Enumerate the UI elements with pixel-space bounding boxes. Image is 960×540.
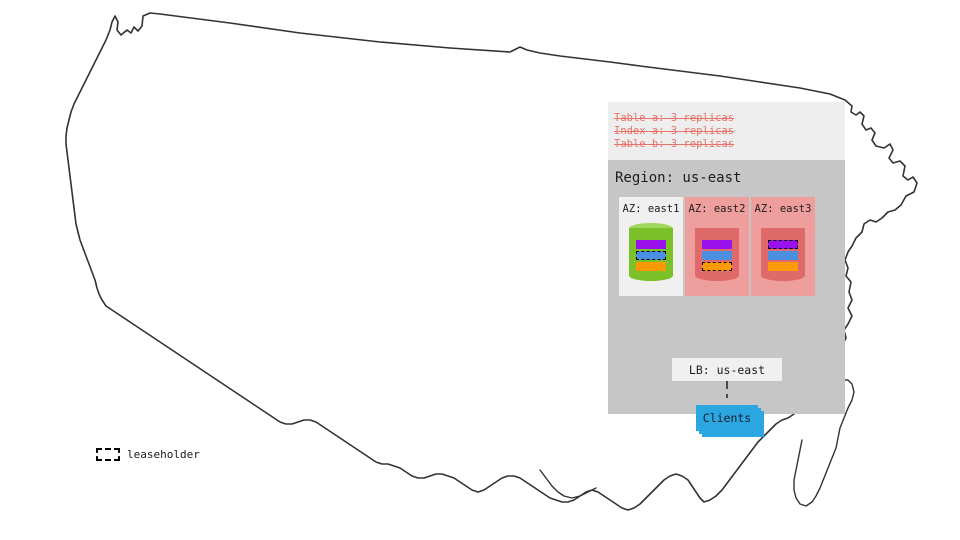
az-label: AZ: east1 (622, 203, 680, 215)
legend: leaseholder (96, 448, 200, 461)
connector-segment (726, 394, 728, 398)
database-node-icon[interactable] (629, 223, 673, 281)
replication-notes-list: Table a: 3 replicas Index a: 3 replicas … (614, 112, 734, 151)
replica-table-a (702, 239, 732, 249)
az-label: AZ: east2 (688, 203, 746, 215)
az-box-east2[interactable]: AZ: east2 (685, 197, 749, 296)
replica-index-a (768, 250, 798, 260)
note-line: Index a: 3 replicas (614, 125, 735, 137)
clients-card-front[interactable]: Clients (696, 405, 758, 431)
database-node-icon[interactable] (695, 223, 739, 281)
us-florida-detail-path (539, 469, 597, 499)
database-node-icon[interactable] (761, 223, 805, 281)
az-box-east3[interactable]: AZ: east3 (751, 197, 815, 296)
replica-table-b (768, 261, 798, 271)
replica-list (761, 234, 805, 276)
clients-stack[interactable]: Clients (696, 405, 764, 437)
clients-label: Clients (702, 411, 752, 425)
lb-clients-connector (726, 381, 728, 405)
dashed-rect-icon (96, 448, 120, 461)
load-balancer-label: LB: us-east (688, 362, 766, 377)
replication-notes-strip: Table a: 3 replicas Index a: 3 replicas … (608, 102, 845, 160)
availability-zone-row: AZ: east1 AZ: east2 (619, 197, 815, 296)
region-block: Region: us-east AZ: east1 AZ: (608, 160, 845, 437)
note-line: Table b: 3 replicas (614, 138, 735, 150)
replica-table-b (636, 261, 666, 271)
az-label: AZ: east3 (754, 203, 812, 215)
replica-list (695, 234, 739, 276)
replica-index-a (702, 250, 732, 260)
region-overlay-panel: Table a: 3 replicas Index a: 3 replicas … (608, 102, 845, 437)
replica-table-a-leaseholder (768, 239, 798, 249)
region-title: Region: us-east (615, 170, 742, 186)
note-line: Table a: 3 replicas (614, 112, 735, 124)
legend-label: leaseholder (127, 448, 200, 461)
connector-segment (726, 381, 728, 389)
load-balancer-box[interactable]: LB: us-east (672, 358, 782, 381)
replica-list (629, 234, 673, 276)
az-box-east1[interactable]: AZ: east1 (619, 197, 683, 296)
replica-table-b-leaseholder (702, 261, 732, 271)
replica-index-a-leaseholder (636, 250, 666, 260)
replica-table-a (636, 239, 666, 249)
